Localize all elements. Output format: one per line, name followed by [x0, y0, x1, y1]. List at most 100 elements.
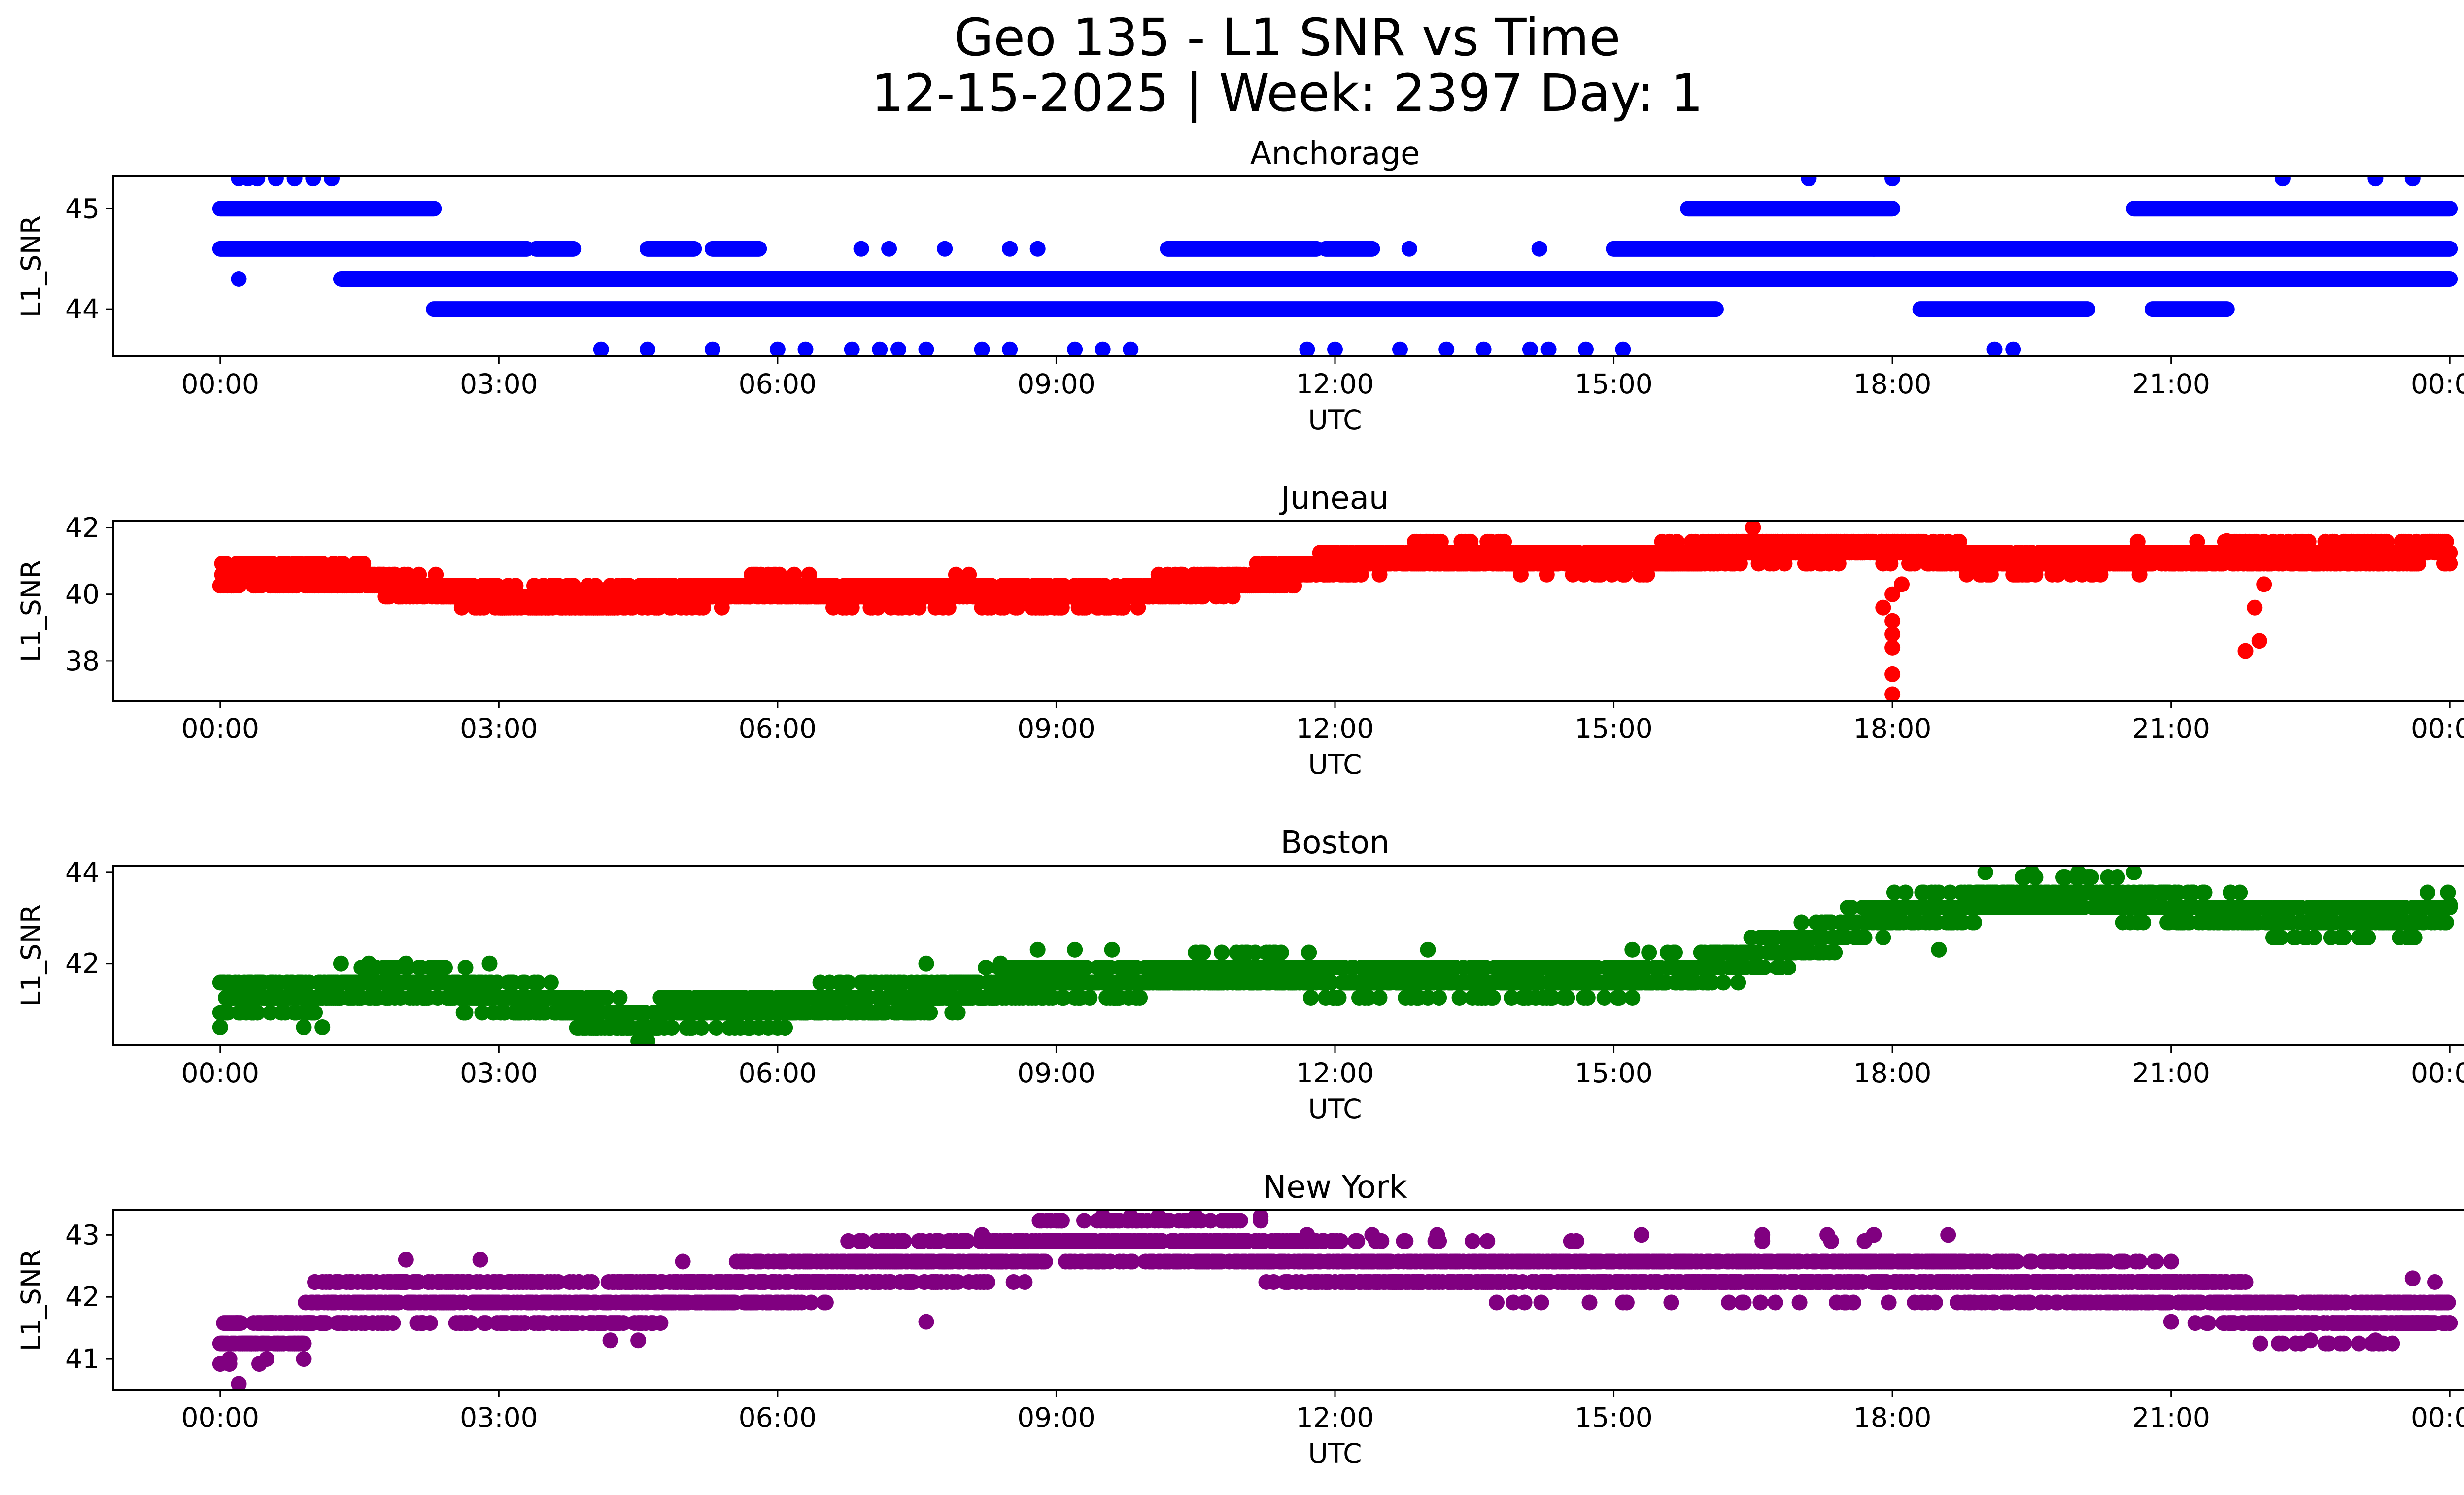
data-band [1912, 301, 2095, 317]
data-point [1371, 990, 1388, 1006]
data-point [2306, 930, 2322, 945]
data-point [1485, 990, 1501, 1006]
data-point [1715, 974, 1731, 991]
data-point [1578, 341, 1594, 356]
data-point [1875, 930, 1891, 945]
data-point [1056, 990, 1072, 1006]
data-point [1301, 944, 1317, 961]
data-point [599, 990, 615, 1006]
data-band [1680, 201, 1901, 217]
data-point [1611, 990, 1627, 1006]
data-point [1884, 586, 1901, 602]
x-tick-label: 00:00 [181, 713, 260, 744]
data-point [1420, 941, 1436, 958]
x-tick-label: 15:00 [1574, 368, 1653, 400]
x-tick-label: 18:00 [1853, 713, 1932, 744]
data-point [457, 1005, 474, 1021]
data-band [1160, 241, 1325, 257]
x-tick-label: 06:00 [739, 1057, 817, 1089]
data-point [640, 341, 655, 356]
data-point [918, 955, 934, 972]
data-point [1615, 341, 1631, 356]
data-point [1431, 990, 1447, 1006]
data-point [1360, 990, 1376, 1006]
data-band [639, 241, 702, 257]
y-tick-label: 45 [65, 193, 100, 224]
data-point [1596, 990, 1612, 1006]
data-point [481, 955, 498, 972]
data-point [1401, 241, 1417, 257]
data-point [664, 1020, 680, 1036]
data-point [1986, 341, 2003, 356]
x-tick-label: 09:00 [1017, 713, 1095, 744]
data-point [474, 1005, 490, 1021]
x-tick-label: 12:00 [1296, 713, 1374, 744]
data-point [2406, 930, 2423, 945]
x-tick-label: 12:00 [1296, 1057, 1374, 1089]
data-point [704, 341, 720, 356]
data-point [1897, 884, 1914, 901]
data-point [2237, 643, 2254, 659]
x-tick-label: 21:00 [2132, 1057, 2210, 1089]
data-band [704, 241, 767, 257]
data-point [1123, 341, 1139, 356]
data-point [1730, 974, 1746, 991]
data-point [2196, 884, 2213, 901]
x-tick-label: 06:00 [739, 368, 817, 400]
data-point [1884, 639, 1901, 656]
data-point [2420, 884, 2435, 901]
data-point [1624, 941, 1641, 958]
x-tick-label: 18:00 [1853, 1057, 1932, 1089]
data-point [1780, 960, 1796, 975]
data-point [1451, 990, 1468, 1006]
x-tick-label: 18:00 [1853, 368, 1932, 400]
data-point [249, 176, 266, 187]
data-point [2442, 556, 2458, 572]
data-point [769, 341, 786, 356]
x-tick-label: 00:00 [181, 1057, 260, 1089]
data-point [890, 341, 906, 356]
y-tick-label: 44 [65, 293, 100, 325]
data-band [2126, 201, 2458, 217]
x-tick-label: 03:00 [460, 368, 538, 400]
figure-title-line2: 12-15-2025 | Week: 2397 Day: 1 [871, 63, 1703, 123]
data-point [1931, 941, 1947, 958]
data-point [219, 1005, 236, 1021]
data-point [640, 1033, 655, 1045]
data-point [844, 341, 860, 356]
data-point [1522, 341, 1538, 356]
data-point [1559, 990, 1575, 1006]
y-axis-label: L1_SNR [15, 560, 47, 662]
data-point [1095, 341, 1111, 356]
data-point [777, 1020, 793, 1036]
data-point [797, 341, 814, 356]
data-point [1078, 960, 1094, 975]
x-tick-label: 09:00 [1017, 1057, 1095, 1089]
data-point [2273, 930, 2289, 945]
subplot-title: Anchorage [1250, 136, 1420, 172]
subplot-grid: 00:00 03:00 06:00 09:00 12:00 15:00 18:00 21:00… [15, 136, 2464, 1469]
data-point [1323, 974, 1339, 991]
data-point [1327, 341, 1343, 356]
data-point [974, 341, 990, 356]
data-point [1884, 613, 1901, 629]
x-tick-label: 12:00 [1296, 368, 1374, 400]
x-tick-label: 03:00 [460, 1057, 538, 1089]
data-point [1303, 990, 1319, 1006]
data-point [978, 960, 994, 975]
data-point [1029, 941, 1046, 958]
data-point [2023, 866, 2040, 880]
x-tick-label: 15:00 [1574, 713, 1653, 744]
data-point [693, 1020, 710, 1036]
data-point [2247, 599, 2263, 616]
data-point [2404, 176, 2421, 187]
data-point [1082, 990, 1098, 1006]
data-point [1793, 914, 1810, 931]
data-point [840, 974, 856, 991]
data-point [398, 955, 414, 972]
x-tick-label: 00:00 [181, 368, 260, 400]
data-point [2414, 271, 2430, 287]
data-point [530, 974, 546, 991]
data-point [296, 1019, 312, 1035]
data-point [1931, 884, 1947, 901]
